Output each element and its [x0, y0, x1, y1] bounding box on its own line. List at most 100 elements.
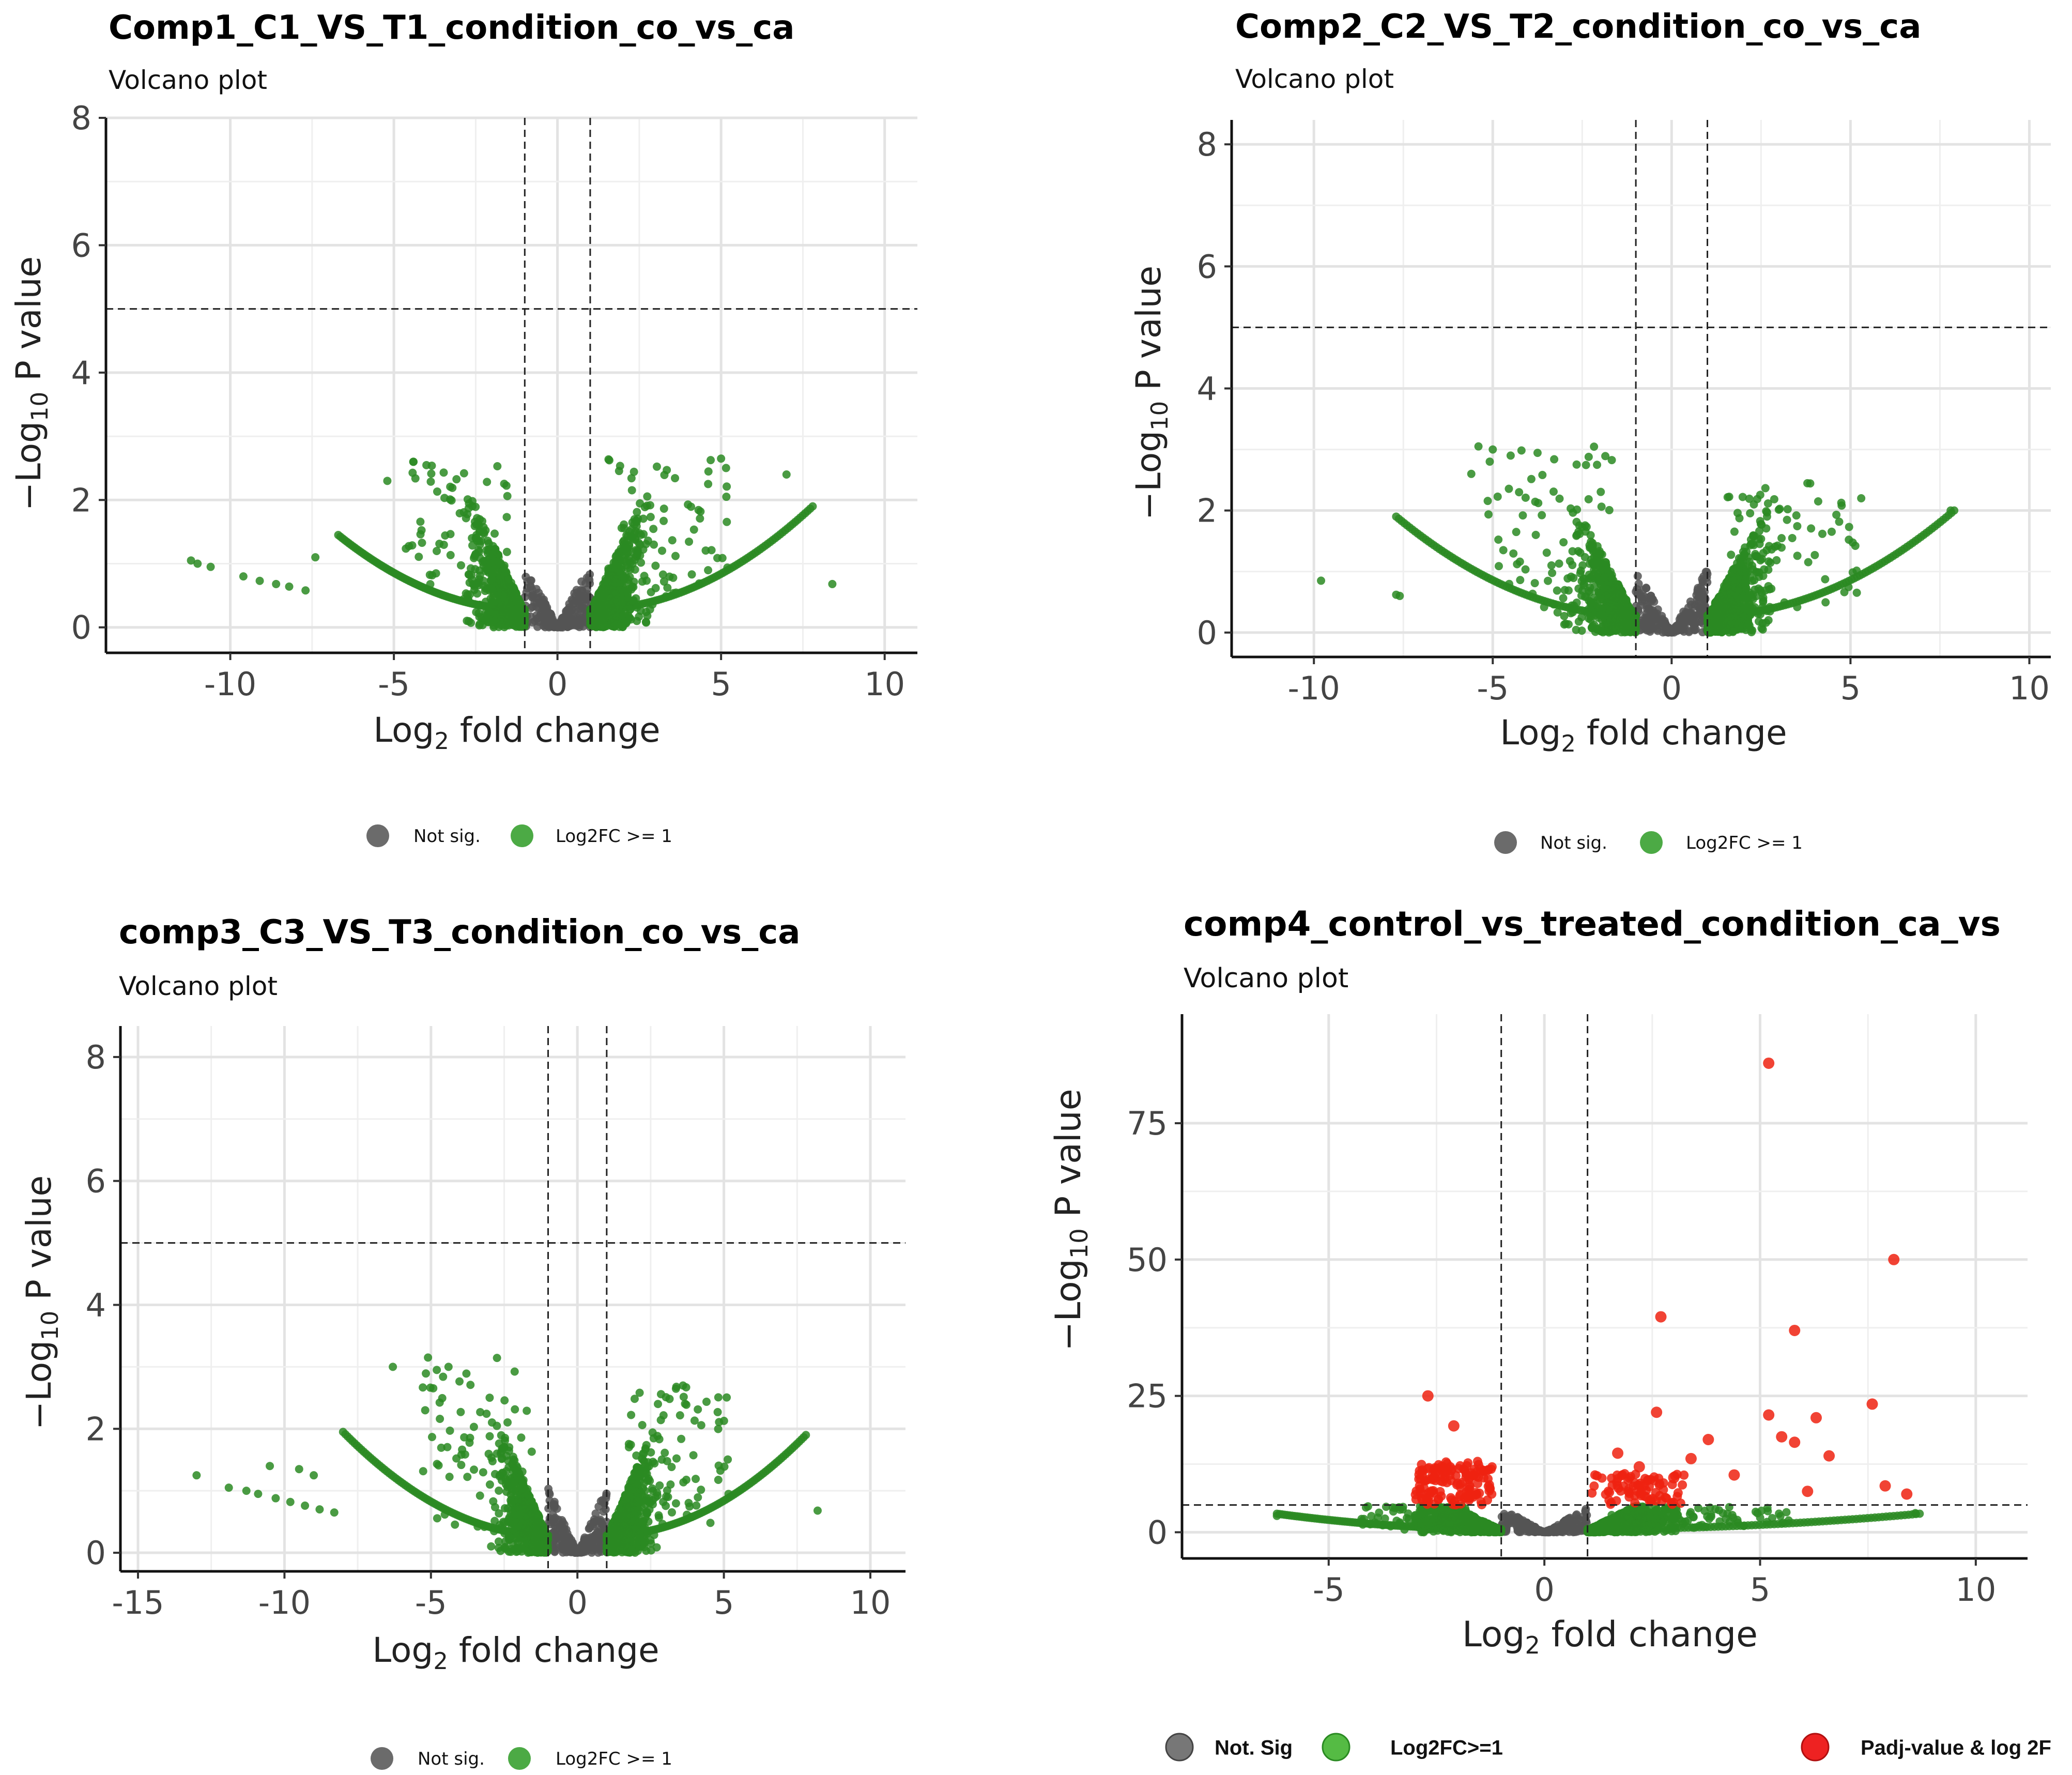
point-fc-cloud — [1574, 617, 1583, 626]
point-fc-arm — [339, 1428, 347, 1436]
point-fc-scatter — [1555, 559, 1563, 568]
point-fc-scatter — [1761, 484, 1770, 493]
point-fc-arm — [1392, 512, 1401, 521]
point-fc-cloud — [512, 616, 520, 625]
point-fc-scatter — [1569, 508, 1577, 517]
point-not-sig — [551, 622, 560, 631]
point-fc-cloud — [620, 620, 629, 629]
point-fc-cloud — [1758, 619, 1767, 628]
point-fc-cloud — [615, 555, 624, 563]
point-fc-scatter — [627, 585, 636, 594]
x-tick-label: -10 — [204, 665, 256, 703]
point-fc-scatter — [503, 492, 512, 500]
point-not-sig — [1680, 621, 1689, 630]
point-fc-scatter — [1597, 487, 1605, 496]
point-fc-scatter — [1764, 542, 1773, 550]
point-fc-scatter — [689, 525, 698, 534]
point-not-sig — [590, 1533, 599, 1542]
point-fc-cloud — [473, 514, 482, 523]
point-not-sig — [548, 1516, 557, 1524]
point-fc-scatter — [502, 547, 511, 556]
point-fc-scatter — [1827, 527, 1836, 536]
point-fc-scatter — [1788, 533, 1797, 542]
point-fc-scatter — [470, 586, 479, 594]
point-fc-scatter — [1803, 479, 1812, 487]
point-fc-scatter — [468, 502, 477, 511]
y-tick-label: 6 — [1197, 248, 1217, 285]
legend: Not sig. Log2FC >= 1 — [1494, 831, 1803, 854]
point-fc-scatter — [490, 529, 499, 538]
point-not-sig — [1694, 593, 1703, 602]
point-outlier — [717, 454, 726, 463]
point-fc-scatter — [1549, 600, 1558, 609]
point-fc-cloud — [648, 600, 657, 609]
point-fc-scatter — [704, 467, 713, 476]
point-fc-cloud — [504, 575, 513, 584]
point-not-sig — [1643, 600, 1652, 608]
point-fc-cloud — [1560, 611, 1569, 620]
point-fc-scatter — [1599, 588, 1607, 597]
point-fc-scatter — [1572, 460, 1581, 469]
point-fc-scatter — [417, 526, 426, 534]
y-tick-label: 4 — [1197, 370, 1217, 408]
point-fc-cloud — [515, 603, 524, 612]
point-fc-scatter — [418, 539, 426, 547]
point-fc-cloud — [497, 579, 506, 588]
point-fc-cloud — [591, 619, 600, 628]
chart-subtitle: Volcano plot — [1235, 64, 1394, 94]
point-fc-cloud — [501, 593, 510, 602]
point-fc-cloud — [1617, 613, 1626, 621]
point-fc-scatter — [1515, 488, 1524, 497]
point-fc-cloud — [1605, 608, 1614, 617]
point-fc-scatter — [623, 548, 632, 557]
y-axis-label: −Log10 P value — [1129, 266, 1173, 520]
point-fc-arm — [808, 502, 817, 511]
point-fc-scatter — [1582, 461, 1590, 469]
point-outlier — [828, 579, 837, 588]
point-fc-cloud — [490, 1470, 499, 1478]
point-fc-scatter — [1597, 502, 1606, 511]
point-fc-cloud — [1710, 617, 1718, 625]
point-fc-scatter — [1548, 569, 1557, 577]
point-fc-scatter — [1844, 583, 1853, 591]
point-fc-scatter — [1513, 560, 1522, 569]
point-fc-scatter — [415, 553, 423, 561]
point-not-sig — [555, 1541, 564, 1550]
point-fc-scatter — [1540, 603, 1548, 611]
point-fc-cloud — [1559, 594, 1568, 603]
point-fc-scatter — [1852, 567, 1861, 575]
point-fc-scatter — [1821, 575, 1830, 584]
point-fc-scatter — [422, 461, 431, 469]
point-fc-scatter — [687, 502, 696, 511]
point-fc-scatter — [483, 478, 492, 486]
point-fc-scatter — [627, 486, 636, 495]
point-fc-scatter — [620, 524, 628, 532]
point-fc-cloud — [1585, 541, 1594, 550]
legend-label: Not sig. — [413, 826, 481, 847]
point-not-sig — [575, 604, 584, 613]
legend-label: Not sig. — [1540, 833, 1607, 853]
point-not-sig — [570, 589, 579, 598]
point-outlier — [272, 579, 281, 588]
point-outlier — [409, 457, 418, 466]
point-fc-cloud — [505, 585, 514, 593]
point-fc-scatter — [1512, 528, 1521, 537]
point-fc-cloud — [650, 540, 658, 549]
legend-swatch — [1494, 831, 1517, 854]
point-fc-cloud — [1567, 572, 1575, 581]
point-fc-scatter — [1538, 511, 1546, 519]
point-fc-scatter — [604, 564, 613, 573]
point-fc-cloud — [1733, 592, 1742, 601]
point-outlier — [1506, 451, 1515, 460]
point-fc-scatter — [1793, 552, 1802, 560]
point-fc-scatter — [696, 514, 704, 523]
point-fc-scatter — [723, 482, 731, 491]
point-fc-cloud — [475, 621, 484, 630]
x-tick-label: -10 — [1288, 669, 1340, 707]
x-tick-label: 0 — [547, 665, 567, 703]
point-fc-cloud — [1705, 623, 1713, 632]
point-fc-cloud — [605, 611, 613, 620]
point-fc-scatter — [1724, 602, 1732, 611]
point-fc-cloud — [651, 561, 660, 570]
point-fc-scatter — [1814, 497, 1822, 506]
